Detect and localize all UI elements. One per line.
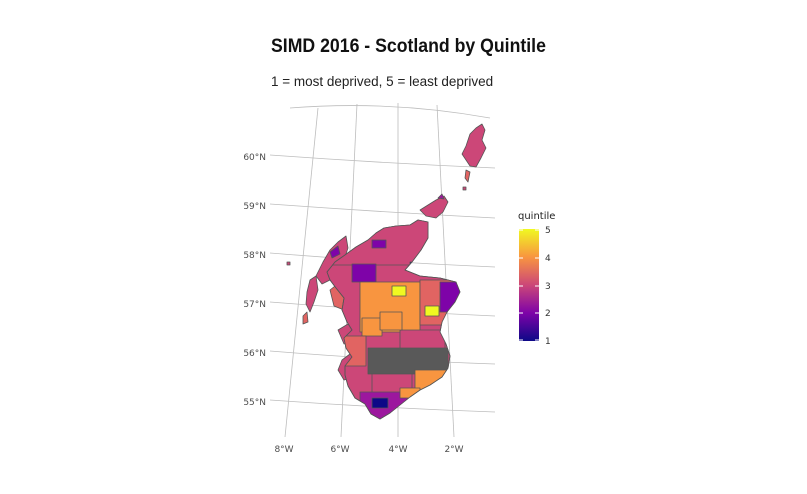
zone-yellow-hotspot	[424, 305, 440, 317]
barra	[302, 311, 309, 325]
legend-tick-4: 4	[545, 254, 551, 264]
fair-isle	[462, 186, 467, 191]
zone-galloway-dark	[371, 397, 389, 409]
legend-tick-5: 5	[545, 226, 551, 236]
zone-north	[329, 220, 460, 266]
zone-dumfries-orange	[399, 387, 421, 399]
lon-label-8w: 8°W	[274, 445, 293, 455]
lat-label-58: 58°N	[243, 251, 266, 261]
graticule-lon-2	[436, 104, 455, 438]
zone-east-coast	[439, 281, 460, 313]
legend-colorbar	[519, 229, 539, 341]
legend-title: quintile	[518, 211, 555, 222]
orkney-small	[437, 193, 445, 200]
zone-central-belt	[367, 347, 449, 375]
lewis-stornoway	[329, 245, 341, 259]
graticule-lon-8	[284, 107, 319, 438]
zone-ross	[351, 263, 377, 283]
zone-inverness	[391, 285, 407, 297]
scotland-map	[286, 123, 487, 420]
zone-perth	[379, 311, 403, 331]
graticule-top	[289, 105, 491, 119]
latitude-labels: 60°N 59°N 58°N 57°N 56°N 55°N	[243, 153, 266, 408]
graticule-lat-60	[269, 154, 496, 169]
lat-label-60: 60°N	[243, 153, 266, 163]
legend-tick-2: 2	[545, 309, 551, 319]
orkney-islands	[419, 195, 449, 219]
uist	[305, 275, 319, 313]
st-kilda	[286, 261, 291, 266]
shetland-south	[464, 169, 471, 183]
graticule-lat-59	[269, 203, 496, 219]
longitude-labels: 8°W 6°W 4°W 2°W	[274, 445, 463, 455]
lon-label-2w: 2°W	[444, 445, 463, 455]
lon-label-6w: 6°W	[330, 445, 349, 455]
lat-label-57: 57°N	[243, 300, 266, 310]
map-subtitle: 1 = most deprived, 5 = least deprived	[271, 74, 494, 89]
legend-tick-marks	[519, 229, 539, 341]
lat-label-59: 59°N	[243, 202, 266, 212]
map-title: SIMD 2016 - Scotland by Quintile	[271, 36, 546, 57]
shetland-islands	[461, 123, 487, 168]
legend: quintile 5 4 3 2 1	[518, 211, 555, 347]
lat-label-55: 55°N	[243, 398, 266, 408]
lon-label-4w: 4°W	[388, 445, 407, 455]
zone-orange-west	[361, 317, 383, 337]
lat-label-56: 56°N	[243, 349, 266, 359]
zone-sutherland-dark	[371, 239, 387, 249]
legend-tick-1: 1	[545, 337, 551, 347]
legend-tick-3: 3	[545, 282, 551, 292]
